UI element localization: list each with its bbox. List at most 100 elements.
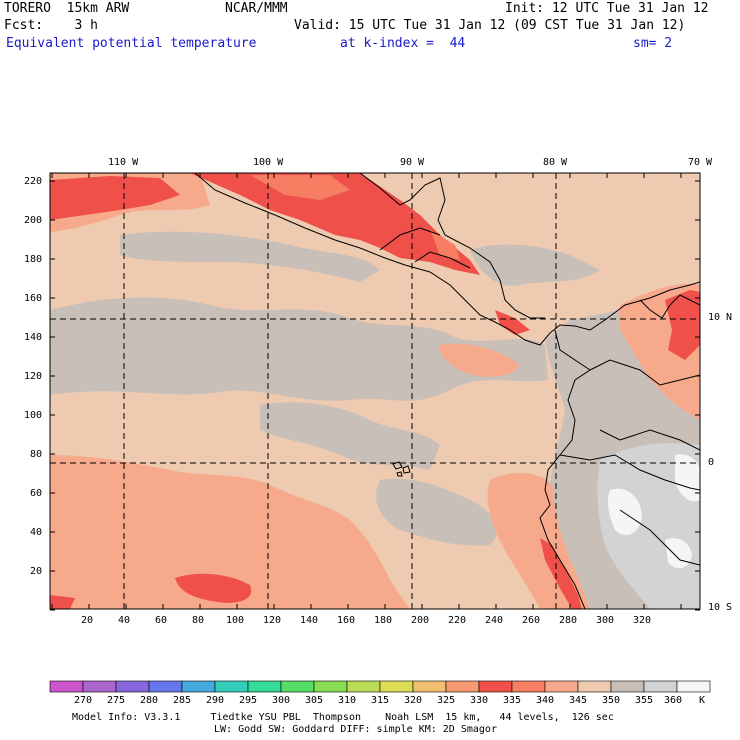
salmon-mid-patch (439, 343, 520, 377)
forecast-hour: Fcst: 3 h (4, 18, 98, 33)
model-title: TORERO 15km ARW (4, 1, 130, 16)
border-ecu-peru (559, 454, 700, 491)
colorbar-swatch (610, 680, 645, 693)
y-tick-label: 60 (30, 488, 43, 499)
red-south-patch (175, 573, 252, 603)
galapagos-3 (396, 471, 403, 477)
border-peru-brazil (619, 509, 700, 566)
gray-patch-gal (376, 478, 498, 546)
init-time: Init: 12 UTC Tue 31 Jan 12 (505, 1, 709, 16)
red-venezuela (665, 290, 700, 360)
lat-label-10n: 10 N (708, 312, 733, 323)
colorbar-swatch (214, 680, 249, 693)
colorbar-swatch (445, 680, 480, 693)
colorbar-swatch (247, 680, 282, 693)
lat-label-10s: 10 S (708, 602, 733, 613)
andes-lightgray (597, 443, 700, 609)
field-name: Equivalent potential temperature (6, 36, 257, 51)
field-shading (50, 173, 700, 609)
x-tick-label: 220 (448, 615, 467, 626)
y-tick-label: 40 (30, 527, 43, 538)
colorbar-label: 270 (73, 695, 93, 706)
colorbar-swatch (346, 680, 381, 693)
colorbar-swatch (313, 680, 348, 693)
colorbar-label: 285 (172, 695, 192, 706)
colorbar-swatch (511, 680, 546, 693)
gray-patch-mid (260, 402, 440, 470)
org-label: NCAR/MMM (225, 1, 288, 16)
colorbar-swatch (412, 680, 447, 693)
colorbar-swatch (280, 680, 315, 693)
coast-yucatan (359, 173, 545, 319)
y-tick-label: 120 (24, 371, 43, 382)
axis-ticks (50, 173, 700, 611)
colorbar-swatch (676, 680, 711, 693)
x-tick-label: 140 (300, 615, 319, 626)
valid-time: Valid: 15 UTC Tue 31 Jan 12 (09 CST Tue … (294, 18, 686, 33)
y-tick-label: 100 (24, 410, 43, 421)
smoothing-label: sm= 2 (633, 36, 673, 51)
red-southwest-corner (50, 595, 75, 609)
colorbar-swatch (544, 680, 579, 693)
colorbar-label: 295 (238, 695, 258, 706)
colorbar-label: 335 (502, 695, 522, 706)
x-tick-label: 120 (263, 615, 282, 626)
coast-venezuela (639, 294, 700, 319)
colorbar-label: 310 (337, 695, 357, 706)
x-tick-label: 80 (192, 615, 205, 626)
x-tick-label: 20 (81, 615, 94, 626)
gray-band-north (120, 231, 380, 282)
level-label: at k-index = 44 (340, 36, 466, 51)
colorbar-swatch (478, 680, 513, 693)
colorbar-label: 275 (106, 695, 126, 706)
latlon-grid (50, 173, 700, 609)
red-northwest (50, 176, 180, 220)
red-costa-rica (495, 310, 530, 335)
x-tick-label: 160 (337, 615, 356, 626)
gray-patch-east (470, 244, 600, 286)
colorbar-label: 305 (304, 695, 324, 706)
colorbar-unit: K (698, 695, 706, 706)
x-tick-label: 300 (596, 615, 615, 626)
y-tick-label: 220 (24, 176, 43, 187)
lon-label-110w: 110 W (108, 157, 139, 168)
colorbar-label: 280 (139, 695, 159, 706)
map-frame (49, 172, 701, 610)
colorbar-swatch (379, 680, 414, 693)
lon-label-70w: 70 W (688, 157, 713, 168)
colorbar-swatch (643, 680, 678, 693)
colorbar-swatch (49, 680, 84, 693)
x-tick-label: 200 (411, 615, 430, 626)
x-tick-label: 280 (559, 615, 578, 626)
y-tick-label: 140 (24, 332, 43, 343)
border-bolivia (599, 429, 700, 451)
galapagos-2 (402, 465, 411, 474)
y-tick-label: 80 (30, 449, 43, 460)
x-tick-label: 180 (374, 615, 393, 626)
colorbar-swatch (181, 680, 216, 693)
y-tick-label: 160 (24, 293, 43, 304)
lon-label-90w: 90 W (400, 157, 425, 168)
colorbar-label: 345 (568, 695, 588, 706)
x-tick-label: 100 (226, 615, 245, 626)
red-peru-coast (540, 538, 582, 609)
colorbar-swatch (82, 680, 117, 693)
midred-guatemala (430, 230, 460, 260)
colorbar-label: 355 (634, 695, 654, 706)
lon-label-100w: 100 W (253, 157, 284, 168)
colorbar-label: 290 (205, 695, 225, 706)
colorbar-label: 325 (436, 695, 456, 706)
colorbar-label: 340 (535, 695, 555, 706)
lat-label-0: 0 (708, 457, 715, 468)
colorbar-label: 320 (403, 695, 423, 706)
x-tick-label: 40 (118, 615, 131, 626)
gray-band-west (50, 297, 548, 401)
model-info-line1: Model Info: V3.3.1 Tiedtke YSU PBL Thomp… (72, 712, 614, 723)
coast-mexico (194, 173, 700, 346)
colorbar-label: 360 (663, 695, 683, 706)
galapagos-1 (392, 461, 403, 470)
coastlines (194, 173, 700, 609)
colorbar-label: 350 (601, 695, 621, 706)
andes-white-2 (675, 454, 700, 502)
colorbar-swatch (115, 680, 150, 693)
